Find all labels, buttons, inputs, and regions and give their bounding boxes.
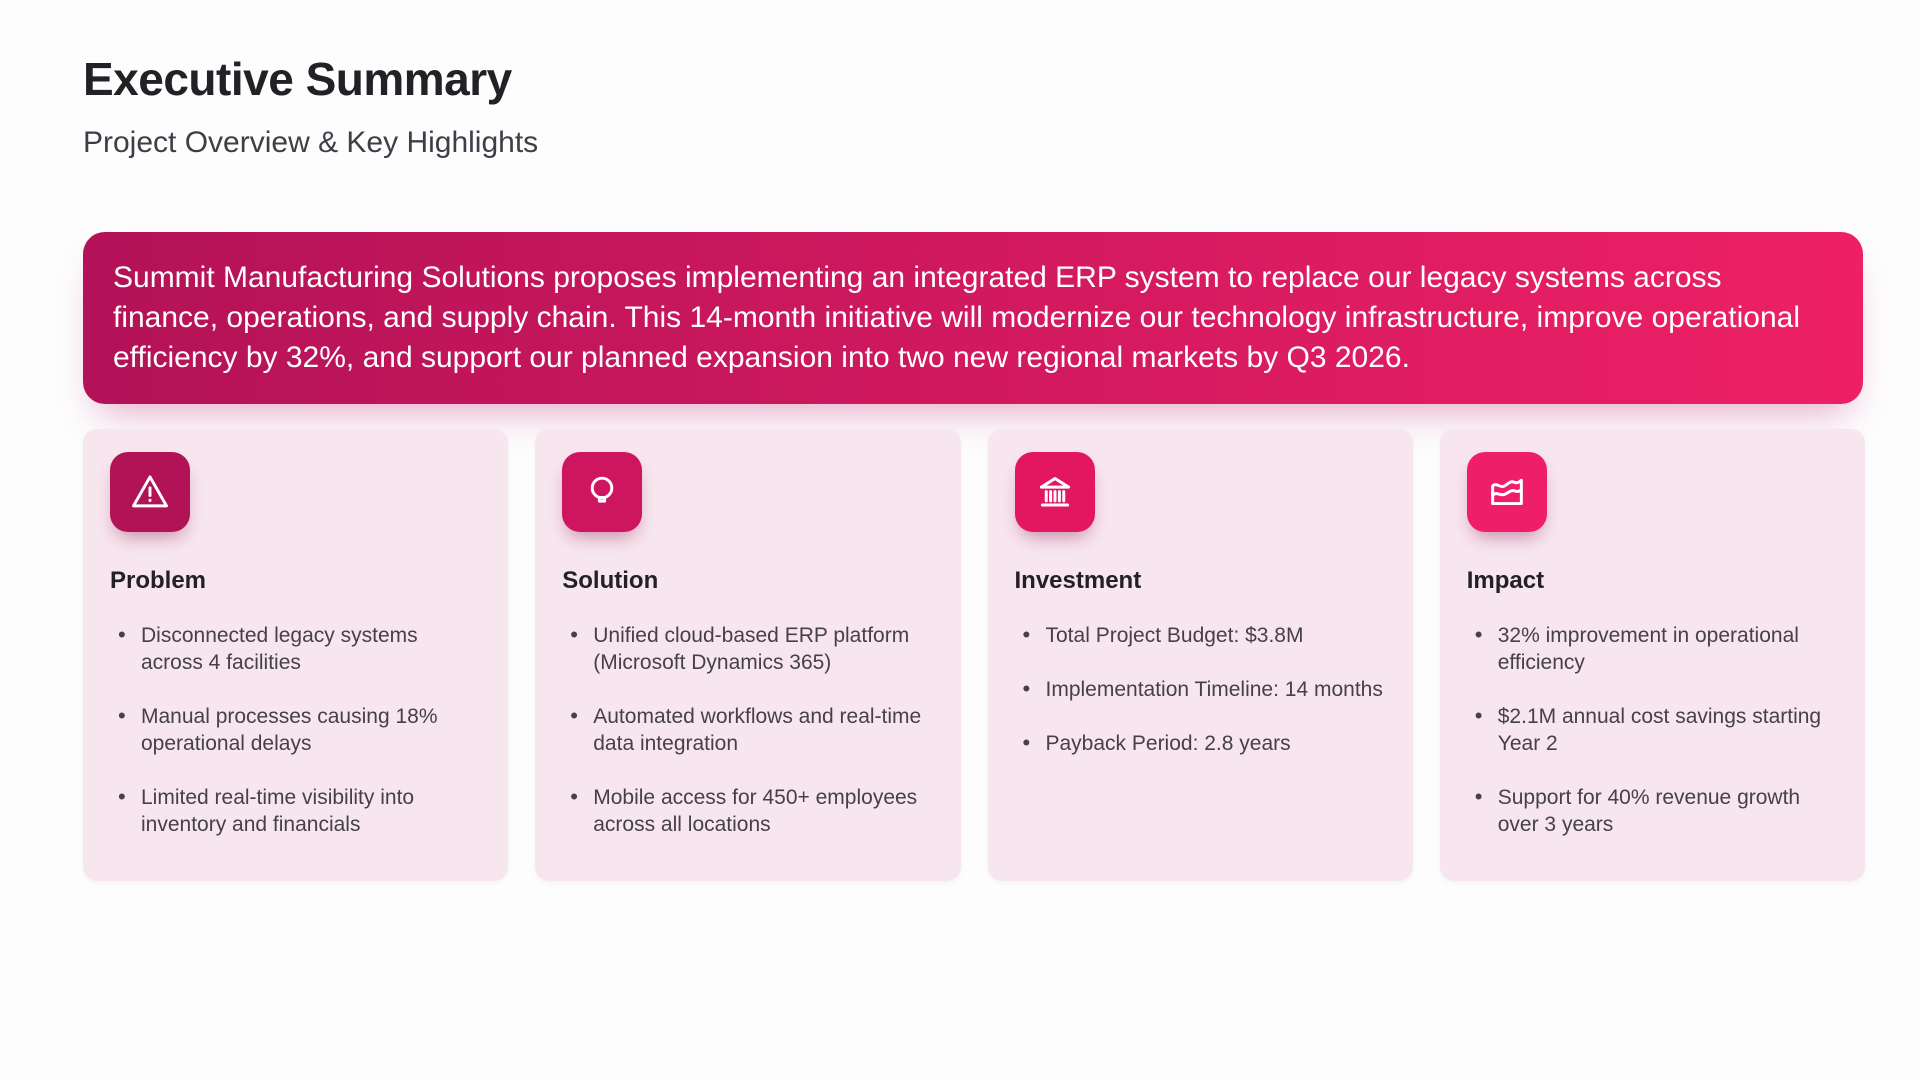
list-item: Automated workflows and real-time data i… xyxy=(562,702,933,757)
list-item: Limited real-time visibility into invent… xyxy=(110,783,481,838)
card-title: Impact xyxy=(1466,567,1545,594)
list-item: Unified cloud-based ERP platform (Micros… xyxy=(562,621,933,676)
card-problem: Problem Disconnected legacy systems acro… xyxy=(83,429,509,881)
card-impact: Impact 32% improvement in operational ef… xyxy=(1439,429,1865,881)
list-item: 32% improvement in operational efficienc… xyxy=(1467,621,1838,676)
list-item: Disconnected legacy systems across 4 fac… xyxy=(110,621,481,676)
list-item: Total Project Budget: $3.8M xyxy=(1015,621,1386,649)
card-icon-tile xyxy=(562,452,643,532)
card-investment: Investment Total Project Budget: $3.8M I… xyxy=(987,429,1413,881)
card-bullets: Unified cloud-based ERP platform (Micros… xyxy=(562,621,933,838)
list-item: Support for 40% revenue growth over 3 ye… xyxy=(1467,783,1838,838)
lightbulb-icon xyxy=(590,476,614,503)
list-item: Payback Period: 2.8 years xyxy=(1015,729,1386,757)
list-item: Implementation Timeline: 14 months xyxy=(1015,675,1386,703)
card-title: Problem xyxy=(110,567,207,594)
list-item: Manual processes causing 18% operational… xyxy=(110,702,481,757)
page-title: Executive Summary xyxy=(83,53,512,105)
page-subtitle: Project Overview & Key Highlights xyxy=(83,126,539,159)
highlight-cards: Problem Disconnected legacy systems acro… xyxy=(83,429,1865,881)
card-title: Solution xyxy=(562,567,659,594)
card-title: Investment xyxy=(1014,567,1142,594)
card-bullets: Total Project Budget: $3.8M Implementati… xyxy=(1015,621,1386,757)
warning-triangle-icon xyxy=(132,475,168,508)
card-icon-tile xyxy=(1014,452,1095,532)
card-bullets: 32% improvement in operational efficienc… xyxy=(1467,621,1838,838)
list-item: Mobile access for 450+ employees across … xyxy=(562,783,933,838)
card-icon-tile xyxy=(110,452,190,532)
list-item: $2.1M annual cost savings starting Year … xyxy=(1467,702,1838,757)
area-chart-icon xyxy=(1490,478,1523,506)
card-icon-tile xyxy=(1466,452,1547,532)
summary-banner: Summit Manufacturing Solutions proposes … xyxy=(83,232,1863,404)
card-solution: Solution Unified cloud-based ERP platfor… xyxy=(535,429,961,881)
summary-banner-text: Summit Manufacturing Solutions proposes … xyxy=(113,261,1801,374)
card-bullets: Disconnected legacy systems across 4 fac… xyxy=(110,621,481,838)
bank-icon xyxy=(1039,477,1070,507)
